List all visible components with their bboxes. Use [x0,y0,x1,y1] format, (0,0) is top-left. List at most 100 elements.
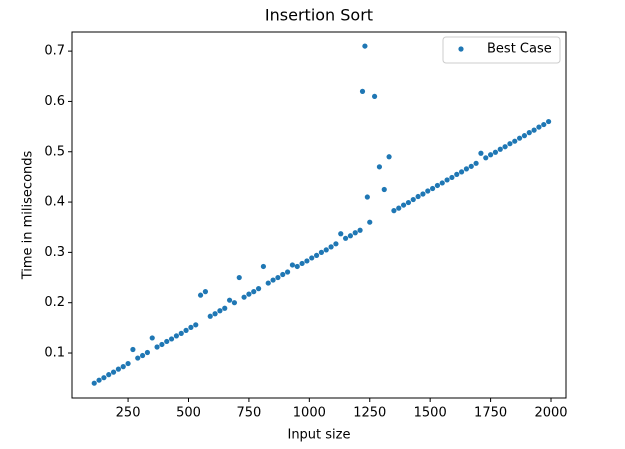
x-tick-label: 1250 [353,406,386,421]
point [359,88,366,94]
point [512,138,518,144]
point [135,355,141,361]
point [193,322,199,328]
point [149,335,155,341]
point [367,219,373,225]
point [265,280,271,286]
chart-title: Insertion Sort [265,6,373,25]
point [521,133,528,139]
point [231,300,238,306]
point [545,118,552,125]
point [386,154,392,160]
point [371,93,378,100]
y-tick-label: 0.6 [44,94,65,109]
point [260,263,267,270]
point [115,366,122,372]
point [478,150,484,156]
x-tick-label: 1000 [293,406,326,421]
point [255,286,262,292]
point [275,274,281,281]
point [284,269,291,275]
point [333,241,339,247]
point [222,305,228,311]
point [376,164,383,170]
point [492,149,499,155]
point [362,43,368,49]
legend-marker [458,46,464,52]
point [313,252,320,259]
point [454,171,460,177]
point [352,230,358,236]
point [236,274,242,281]
point [125,360,131,367]
point [502,144,508,150]
point [246,291,252,297]
point [294,263,300,270]
point [159,341,165,348]
point [164,338,170,345]
point [473,160,479,166]
point [458,169,465,175]
point [304,258,310,264]
point [400,202,407,208]
point [391,208,397,214]
point [429,185,436,192]
point [212,311,218,317]
y-tick-label: 0.3 [44,245,65,260]
point [144,349,151,356]
point [497,146,503,152]
x-tick-label: 250 [116,406,141,421]
x-tick-label: 500 [176,406,201,421]
point [110,369,117,375]
point [342,235,349,241]
point [381,186,387,193]
point [168,336,175,342]
y-tick-label: 0.2 [44,295,65,310]
point [420,191,426,197]
point [289,262,296,268]
point [541,121,547,128]
point [434,182,441,189]
point [188,324,194,330]
point [280,271,286,278]
point [338,231,344,237]
x-tick-label: 1750 [474,406,507,421]
point [130,346,136,353]
plot-frame [71,31,567,399]
point [202,289,209,295]
point [483,155,489,161]
point [415,193,421,200]
point [197,292,204,298]
point [173,333,180,339]
point [357,227,363,233]
point [463,166,470,172]
point [531,127,537,133]
point [444,177,450,183]
point [516,135,523,141]
point [405,199,412,206]
point [364,194,370,200]
point [323,247,329,253]
x-tick-label: 2000 [534,406,567,421]
point [328,244,334,250]
point [139,352,146,359]
point [468,163,474,169]
x-axis-label: Input size [287,428,350,443]
x-tick-label: 750 [236,406,261,421]
legend-label: Best Case [487,42,552,57]
y-tick-label: 0.4 [44,195,65,210]
point [449,174,455,181]
point [526,130,532,136]
point [309,255,315,261]
point [91,380,97,386]
point [347,233,354,239]
point [217,308,223,314]
point [487,152,494,158]
point [154,344,160,350]
point [318,249,325,255]
point [425,188,431,194]
x-tick-label: 1500 [414,406,447,421]
y-axis-label: Time in miliseconds [21,150,36,280]
point [183,327,189,333]
